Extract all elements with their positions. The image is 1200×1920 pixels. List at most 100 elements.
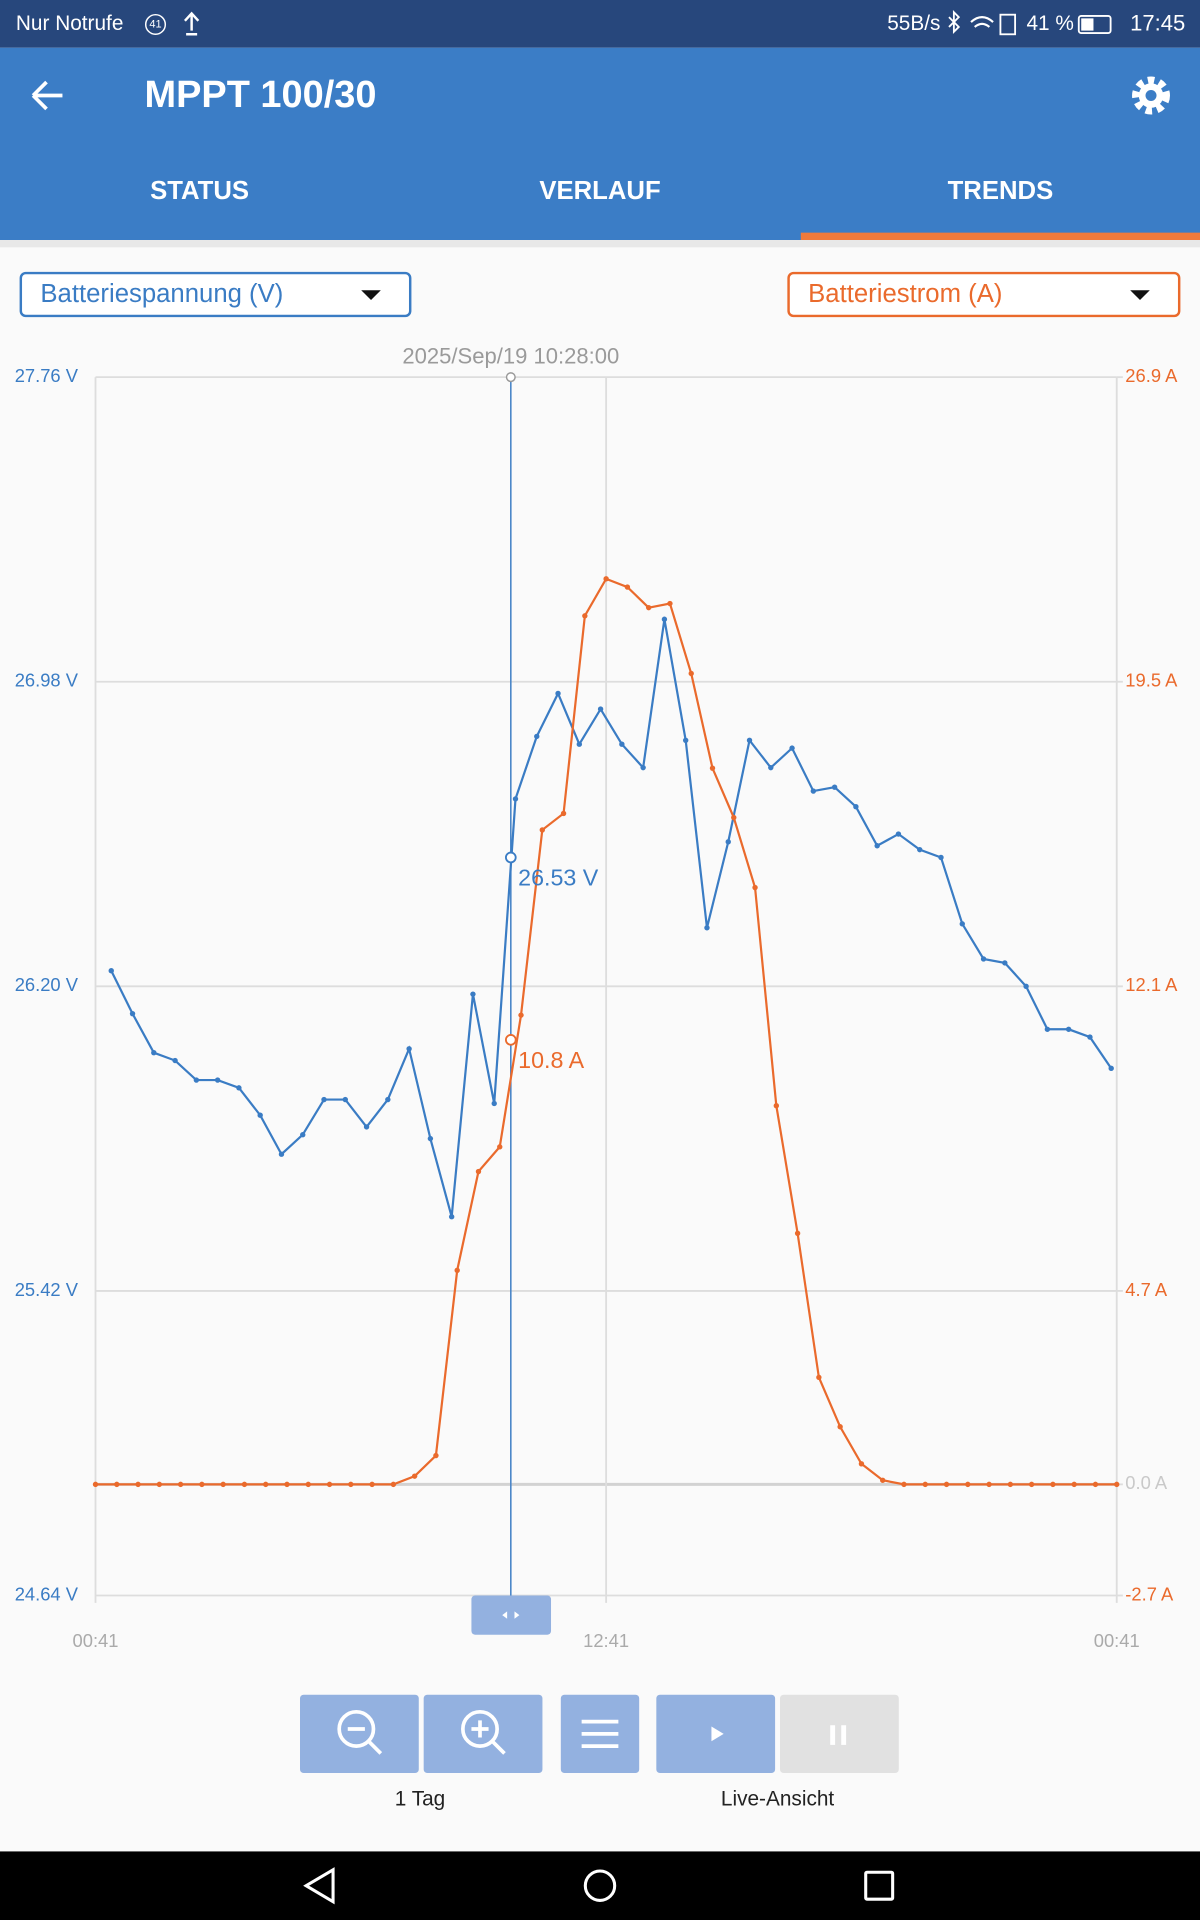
- data-point: [965, 1481, 971, 1488]
- menu-button[interactable]: [560, 1694, 640, 1774]
- y2-tick-label: 12.1 A: [1125, 974, 1178, 995]
- y-tick-label: 26.20 V: [15, 974, 79, 995]
- data-point: [342, 1096, 348, 1103]
- y2-tick-label: 19.5 A: [1125, 670, 1178, 691]
- data-point: [284, 1481, 290, 1488]
- data-point: [448, 1214, 455, 1220]
- cursor-label: 2025/Sep/19 10:28:00: [402, 343, 619, 368]
- data-point: [92, 1481, 99, 1488]
- data-point: [135, 1481, 141, 1488]
- icon: [347, 1727, 383, 1755]
- x-tick-label: 00:41: [1094, 1630, 1140, 1651]
- tab[interactable]: VERLAUF: [539, 177, 660, 205]
- nav-home[interactable]: [583, 1869, 617, 1902]
- nav-back[interactable]: [303, 1867, 335, 1905]
- zoom-out-button[interactable]: [300, 1694, 419, 1774]
- data-point: [682, 737, 689, 744]
- data-point: [858, 1461, 865, 1467]
- y-tick-label: 26.98 V: [15, 670, 79, 691]
- data-point: [1023, 983, 1029, 990]
- dropdown-label: Batteriestrom (A): [808, 280, 1002, 308]
- data-point: [1007, 1481, 1014, 1488]
- data-point: [1071, 1481, 1077, 1488]
- data-point: [214, 1077, 221, 1083]
- data-point: [236, 1085, 242, 1091]
- data-point: [390, 1481, 397, 1488]
- data-point: [497, 1144, 503, 1150]
- pause-button[interactable]: [780, 1694, 899, 1774]
- tab[interactable]: STATUS: [150, 177, 249, 205]
- data-point: [1028, 1481, 1035, 1488]
- battery-icon: [1077, 15, 1112, 34]
- left-selector[interactable]: Batteriespannung (V): [19, 271, 412, 318]
- x-tick-label: 12:41: [583, 1630, 629, 1651]
- data-point: [512, 796, 519, 802]
- data-point: [1108, 1065, 1114, 1072]
- data-point: [794, 1230, 801, 1236]
- data-point: [1092, 1481, 1099, 1488]
- dropdown-arrow: [361, 290, 381, 300]
- gear-teeth: [1132, 76, 1170, 115]
- y2-tick-label: 26.9 A: [1125, 365, 1178, 386]
- data-point: [667, 600, 673, 607]
- data-point: [789, 745, 795, 751]
- data-point: [241, 1481, 248, 1488]
- tab[interactable]: TRENDS: [948, 177, 1054, 205]
- data-point: [193, 1077, 200, 1083]
- data-point: [959, 921, 965, 927]
- data-point: [491, 1100, 497, 1107]
- status-bar: [0, 0, 1200, 48]
- data-point: [369, 1481, 375, 1488]
- cursor-value: 10.8 A: [518, 1047, 584, 1073]
- data-point: [709, 765, 716, 771]
- icon: [471, 1720, 506, 1755]
- upload-icon: [183, 11, 200, 36]
- data-point: [895, 831, 902, 837]
- data-point: [172, 1057, 178, 1064]
- play-button[interactable]: [656, 1694, 776, 1774]
- title: MPPT 100/30: [144, 74, 376, 116]
- data-point: [1087, 1034, 1093, 1040]
- y2-tick-label: -2.7 A: [1125, 1583, 1174, 1604]
- badge: [144, 13, 167, 36]
- data-point: [922, 1481, 928, 1488]
- data-point: [555, 690, 561, 697]
- data-point: [603, 576, 609, 582]
- icon: [711, 1726, 724, 1742]
- speed: 55B/s: [887, 12, 940, 35]
- data-point: [475, 1168, 482, 1175]
- data-point: [768, 764, 774, 771]
- zoom-in-button[interactable]: [423, 1694, 543, 1774]
- data-point: [411, 1473, 418, 1479]
- zoom-label: 1 Tag: [395, 1788, 446, 1811]
- y-tick-label: 25.42 V: [15, 1279, 79, 1300]
- app-bar-shadow: [0, 240, 1200, 248]
- data-point: [156, 1481, 163, 1488]
- icon: [337, 1710, 376, 1748]
- cursor-value: 26.53 V: [518, 865, 599, 891]
- cursor-top: [505, 372, 516, 383]
- bluetooth-icon: [948, 10, 961, 35]
- data-point: [433, 1452, 439, 1459]
- chart: 24.64 V 25.42 V 26.20 V 26.98 V 27.76 V -2.7 …: [15, 343, 1178, 1651]
- data-point: [640, 764, 646, 771]
- data-point: [576, 741, 583, 747]
- data-point: [305, 1481, 311, 1488]
- back-button[interactable]: [31, 80, 63, 111]
- settings-button[interactable]: [1132, 76, 1170, 115]
- battery-level: [1081, 18, 1094, 31]
- nav-recent[interactable]: [864, 1870, 895, 1901]
- dropdown-label: Batteriespannung (V): [40, 280, 283, 308]
- data-point: [597, 706, 604, 712]
- data-point: [177, 1481, 184, 1488]
- icon: [461, 1710, 499, 1748]
- data-point: [518, 1012, 524, 1018]
- right-selector[interactable]: Batteriestrom (A): [787, 271, 1181, 318]
- data-point: [986, 1481, 992, 1488]
- data-point: [220, 1481, 226, 1488]
- y-tick-label: 27.76 V: [15, 365, 79, 386]
- dropdown: [19, 271, 412, 318]
- data-point: [560, 810, 567, 817]
